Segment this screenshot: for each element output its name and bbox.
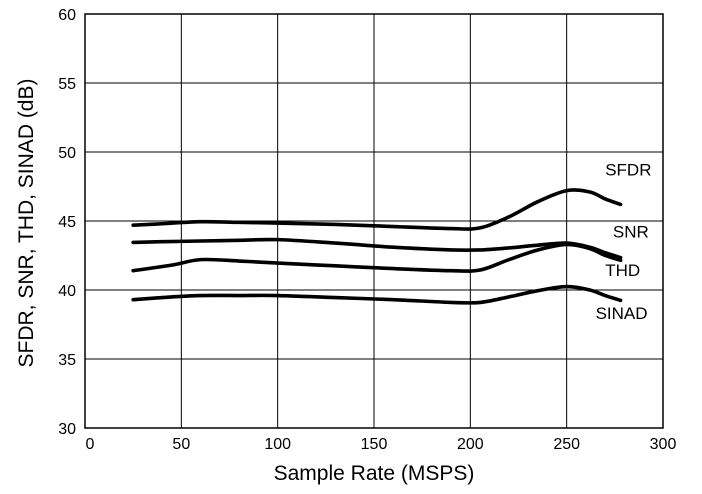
x-tick-label: 100 xyxy=(264,436,291,453)
x-tick-label: 200 xyxy=(457,436,484,453)
y-tick-label: 50 xyxy=(58,145,76,162)
grid xyxy=(84,13,664,429)
y-tick-label: 60 xyxy=(58,7,76,24)
series-line-sfdr xyxy=(131,188,623,231)
series-labels: SFDR SNR THD SINAD xyxy=(596,160,652,323)
x-tick-label: 150 xyxy=(361,436,388,453)
x-axis-title: Sample Rate (MSPS) xyxy=(274,462,475,485)
series-line-sinad xyxy=(131,284,623,305)
series-label-sinad: SINAD xyxy=(596,304,648,323)
y-axis-title: SFDR, SNR, THD, SINAD (dB) xyxy=(15,79,38,368)
plot-frame xyxy=(84,13,664,429)
y-tick-labels: 30 35 40 45 50 55 60 xyxy=(58,7,76,438)
series-line-thd xyxy=(131,242,623,273)
y-tick-label: 40 xyxy=(58,283,76,300)
y-tick-label: 55 xyxy=(58,76,76,93)
y-tick-label: 45 xyxy=(58,214,76,231)
x-tick-label: 250 xyxy=(553,436,580,453)
series-label-snr: SNR xyxy=(613,223,649,242)
series-group xyxy=(131,188,623,305)
x-tick-label: 0 xyxy=(86,436,95,453)
x-tick-label: 300 xyxy=(650,436,677,453)
series-label-thd: THD xyxy=(605,261,640,280)
x-tick-labels: 0 50 100 150 200 250 300 xyxy=(86,436,677,453)
series-label-sfdr: SFDR xyxy=(605,160,651,179)
y-tick-label: 30 xyxy=(58,421,76,438)
y-tick-label: 35 xyxy=(58,352,76,369)
x-tick-label: 50 xyxy=(172,436,190,453)
